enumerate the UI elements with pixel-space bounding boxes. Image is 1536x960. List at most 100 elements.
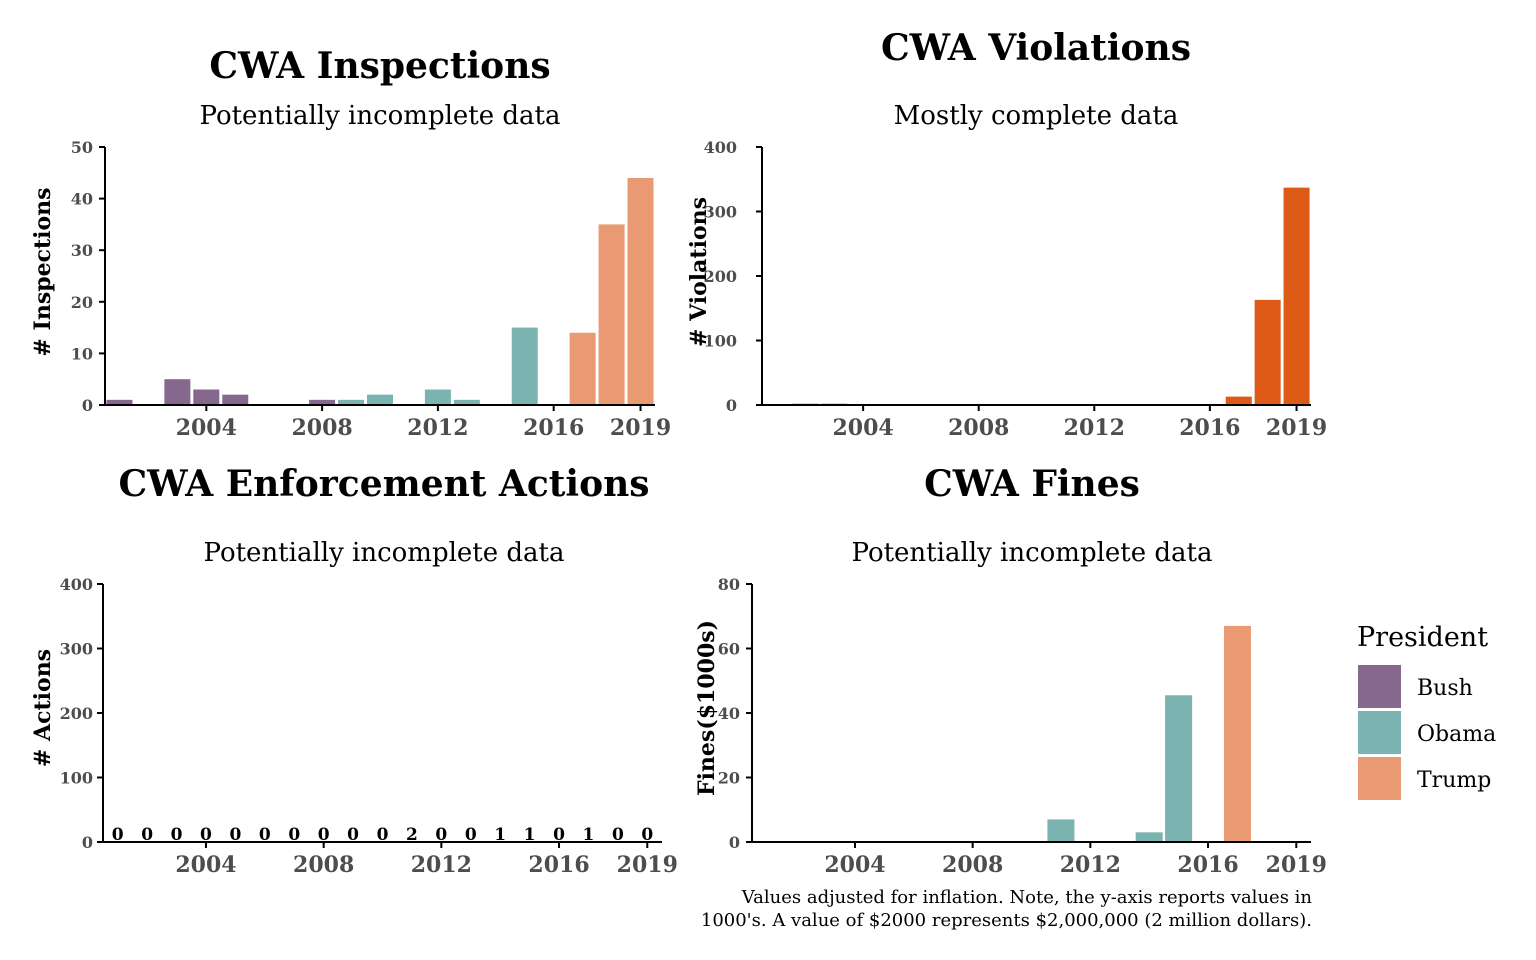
actions-xtick-label: 2008	[293, 852, 354, 878]
violations-ytick-label: 400	[704, 138, 737, 157]
violations-ytick-label: 300	[704, 203, 737, 222]
inspections-ticks: 0 10 20 30 40 50 2004 2008 2012 2016 2019	[71, 138, 671, 441]
violations-ytick-label: 100	[704, 332, 737, 351]
fines-ytick-label: 20	[718, 769, 740, 788]
inspections-axes	[104, 147, 655, 406]
fines-ytick-label: 40	[718, 704, 740, 723]
actions-xtick-label: 2012	[411, 852, 472, 878]
violations-bar	[1283, 187, 1310, 405]
violations-xtick-label: 2008	[948, 415, 1009, 441]
fines-axes	[751, 584, 1311, 843]
actions-panel: CWA Enforcement Actions Potentially inco…	[30, 463, 678, 878]
fines-ytick-label: 60	[718, 640, 740, 659]
violations-xtick-label: 2012	[1064, 415, 1125, 441]
actions-data-label: 0	[553, 825, 565, 845]
violations-bars	[792, 187, 1310, 405]
violations-ytick-label: 0	[726, 396, 737, 415]
actions-ytick-label: 100	[60, 769, 93, 788]
legend-title: President	[1357, 622, 1488, 653]
inspections-ytick-label: 20	[71, 293, 93, 312]
legend-label-trump: Trump	[1417, 768, 1491, 793]
actions-ytick-label: 200	[60, 704, 93, 723]
inspections-xtick-label: 2012	[407, 415, 468, 441]
actions-xtick-label: 2019	[617, 852, 678, 878]
actions-xtick-label: 2016	[528, 852, 589, 878]
inspections-ylabel: # Inspections	[30, 187, 56, 356]
inspections-bar	[367, 394, 393, 405]
fines-xtick-label: 2008	[942, 852, 1003, 878]
fines-title: CWA Fines	[924, 463, 1140, 505]
violations-xtick-label: 2016	[1179, 415, 1240, 441]
fines-ytick-label: 0	[729, 833, 740, 852]
inspections-bar	[627, 177, 654, 405]
actions-data-label: 0	[200, 825, 212, 845]
actions-data-label: 0	[141, 825, 153, 845]
actions-data-label: 0	[112, 825, 124, 845]
fines-xtick-label: 2012	[1060, 852, 1121, 878]
inspections-bar	[222, 394, 249, 405]
actions-ytick-label: 0	[82, 833, 93, 852]
fines-bar	[1047, 819, 1075, 842]
fines-ticks: 0 20 40 60 80 2004 2008 2012 2016 2019	[718, 575, 1327, 878]
inspections-panel: CWA Inspections Potentially incomplete d…	[30, 45, 671, 441]
actions-data-label: 2	[406, 825, 418, 845]
inspections-bar	[424, 389, 451, 405]
inspections-ytick-label: 0	[82, 396, 93, 415]
violations-subtitle: Mostly complete data	[894, 101, 1179, 131]
actions-data-label: 0	[229, 825, 241, 845]
fines-bar	[1165, 695, 1193, 842]
violations-ylabel: # Violations	[686, 197, 712, 347]
legend-swatch-trump	[1358, 757, 1401, 800]
actions-data-label: 1	[583, 825, 595, 845]
violations-xtick-label: 2004	[833, 415, 894, 441]
violations-ytick-label: 200	[704, 267, 737, 286]
inspections-bars	[106, 177, 654, 405]
inspections-bar	[511, 327, 538, 405]
fines-subtitle: Potentially incomplete data	[852, 538, 1213, 568]
inspections-ytick-label: 50	[71, 138, 93, 157]
actions-data-label: 0	[259, 825, 271, 845]
inspections-xtick-label: 2008	[291, 415, 352, 441]
fines-xtick-label: 2016	[1177, 852, 1238, 878]
inspections-xtick-label: 2004	[176, 415, 237, 441]
fines-caption-line-2: 1000's. A value of $2000 represents $2,0…	[701, 910, 1312, 931]
fines-caption-line-1: Values adjusted for inflation. Note, the…	[741, 887, 1313, 908]
actions-data-label: 0	[171, 825, 183, 845]
actions-data-label: 0	[435, 825, 447, 845]
actions-data-label: 0	[288, 825, 300, 845]
inspections-bar	[309, 399, 336, 405]
fines-ytick-label: 80	[718, 575, 740, 594]
fines-ylabel: Fines($1000s)	[694, 620, 720, 796]
actions-data-label: 1	[524, 825, 536, 845]
actions-data-label: 0	[641, 825, 653, 845]
inspections-bar	[598, 224, 625, 405]
actions-subtitle: Potentially incomplete data	[204, 538, 565, 568]
violations-panel: CWA Violations Mostly complete data # Vi…	[686, 27, 1327, 441]
inspections-bar	[193, 389, 220, 405]
actions-ylabel: # Actions	[30, 649, 56, 767]
violations-title: CWA Violations	[881, 27, 1191, 69]
violations-bar	[1225, 396, 1252, 405]
fines-bars	[1047, 625, 1251, 842]
inspections-bar	[106, 399, 133, 405]
inspections-bar	[569, 332, 596, 405]
actions-ytick-label: 300	[60, 640, 93, 659]
inspections-subtitle: Potentially incomplete data	[200, 101, 561, 131]
actions-data-label: 0	[465, 825, 477, 845]
actions-data-label: 0	[347, 825, 359, 845]
violations-bar	[1254, 299, 1281, 405]
fines-xtick-label: 2004	[824, 852, 885, 878]
inspections-ytick-label: 10	[71, 344, 93, 363]
inspections-bar	[453, 399, 480, 405]
legend-label-obama: Obama	[1417, 722, 1496, 747]
actions-data-label: 0	[318, 825, 330, 845]
actions-title: CWA Enforcement Actions	[118, 463, 649, 505]
fines-panel: CWA Fines Potentially incomplete data Fi…	[694, 463, 1327, 931]
legend: President Bush Obama Trump	[1357, 622, 1496, 800]
legend-swatch-obama	[1358, 711, 1401, 754]
violations-ticks: 0 100 200 300 400 2004 2008 2012 2016 2019	[704, 138, 1328, 441]
fines-bar	[1135, 832, 1163, 842]
legend-label-bush: Bush	[1417, 676, 1473, 701]
violations-xtick-label: 2019	[1266, 415, 1327, 441]
